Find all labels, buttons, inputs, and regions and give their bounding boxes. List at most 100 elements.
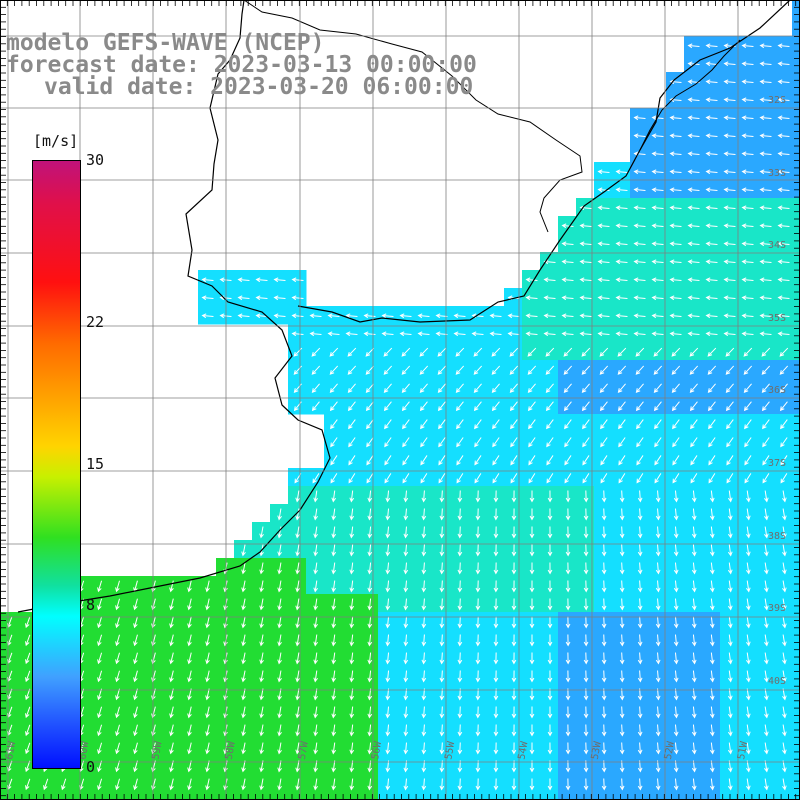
wind-speed-cell	[630, 630, 649, 649]
wind-arrow	[507, 331, 520, 337]
wind-arrow	[475, 526, 481, 539]
wind-speed-cell	[540, 558, 559, 577]
wind-arrow	[601, 634, 607, 647]
wind-speed-cell	[684, 378, 703, 397]
wind-arrow	[705, 97, 718, 103]
wind-arrow	[293, 347, 303, 357]
wind-speed-cell	[540, 360, 559, 379]
wind-arrow	[169, 652, 174, 665]
wind-arrow	[367, 652, 373, 665]
wind-speed-cell	[324, 432, 343, 451]
wind-arrow	[438, 419, 446, 430]
wind-arrow	[705, 295, 718, 301]
wind-arrow	[205, 598, 210, 611]
wind-arrow	[313, 562, 319, 575]
wind-speed-cell	[450, 792, 469, 800]
wind-speed-cell	[378, 684, 397, 703]
wind-arrow	[597, 223, 610, 229]
wind-speed-cell	[702, 792, 721, 800]
wind-speed-cell	[684, 540, 703, 559]
wind-speed-cell	[108, 792, 127, 800]
wind-speed-cell	[306, 504, 325, 523]
wind-speed-cell	[126, 684, 145, 703]
wind-arrow	[277, 526, 282, 539]
wind-speed-cell	[522, 576, 541, 595]
wind-arrow	[510, 455, 518, 466]
wind-speed-cell	[342, 486, 361, 505]
wind-speed-cell	[702, 36, 721, 55]
wind-speed-cell	[540, 378, 559, 397]
wind-speed-cell	[630, 144, 649, 163]
wind-speed-cell	[414, 576, 433, 595]
wind-arrow	[601, 616, 607, 629]
wind-arrow	[561, 259, 574, 265]
wind-speed-cell	[396, 522, 415, 541]
wind-arrow	[723, 331, 736, 337]
wind-speed-cell	[594, 396, 613, 415]
wind-arrow	[25, 652, 31, 665]
wind-arrow	[579, 331, 592, 337]
wind-speed-cell	[306, 522, 325, 541]
wind-speed-cell	[540, 720, 559, 739]
wind-speed-cell	[360, 792, 379, 800]
wind-arrow	[439, 562, 445, 575]
wind-arrow	[581, 401, 590, 412]
wind-arrow	[401, 401, 410, 412]
wind-speed-cell	[684, 324, 703, 343]
wind-speed-cell	[702, 576, 721, 595]
wind-arrow	[525, 259, 538, 265]
wind-speed-cell	[504, 324, 523, 343]
wind-speed-cell	[594, 702, 613, 721]
wind-speed-cell	[630, 450, 649, 469]
wind-arrow	[619, 706, 625, 719]
wind-speed-cell	[684, 72, 703, 91]
wind-speed-cell	[666, 108, 685, 127]
wind-speed-cell	[612, 792, 631, 800]
wind-arrow	[669, 115, 682, 121]
wind-speed-cell	[648, 396, 667, 415]
wind-speed-cell	[648, 684, 667, 703]
wind-speed-cell	[720, 396, 739, 415]
wind-speed-cell	[342, 702, 361, 721]
wind-speed-cell	[756, 108, 775, 127]
wind-speed-cell	[306, 792, 325, 800]
wind-speed-cell	[792, 90, 800, 109]
wind-arrow	[655, 616, 661, 629]
wind-speed-cell	[684, 36, 703, 55]
wind-arrow	[528, 437, 536, 448]
wind-speed-cell	[702, 630, 721, 649]
wind-speed-cell	[486, 378, 505, 397]
wind-arrow	[673, 778, 679, 791]
wind-arrow	[547, 634, 553, 647]
wind-arrow	[764, 598, 769, 611]
longitude-label: 58W	[224, 740, 238, 761]
latitude-label: 35S	[768, 313, 786, 324]
wind-speed-cell	[684, 162, 703, 181]
wind-arrow	[745, 670, 751, 683]
wind-speed-cell	[396, 774, 415, 793]
wind-arrow	[618, 455, 626, 466]
wind-speed-cell	[450, 774, 469, 793]
wind-speed-cell	[756, 468, 775, 487]
wind-arrow	[777, 259, 790, 265]
wind-arrow	[25, 778, 31, 791]
wind-speed-cell	[378, 450, 397, 469]
wind-arrow	[439, 778, 445, 791]
wind-speed-cell	[684, 54, 703, 73]
wind-speed-cell	[720, 216, 739, 235]
wind-arrow	[777, 205, 790, 211]
wind-speed-cell	[576, 306, 595, 325]
wind-speed-cell	[774, 126, 793, 145]
wind-arrow	[687, 331, 700, 337]
wind-arrow	[618, 473, 626, 484]
wind-speed-cell	[306, 306, 325, 325]
wind-speed-cell	[288, 630, 307, 649]
wind-arrow	[205, 652, 210, 665]
wind-speed-cell	[702, 684, 721, 703]
wind-arrow	[741, 295, 754, 301]
wind-speed-cell	[108, 630, 127, 649]
wind-speed-cell	[180, 648, 199, 667]
wind-arrow	[687, 97, 700, 103]
wind-arrow	[457, 724, 463, 737]
